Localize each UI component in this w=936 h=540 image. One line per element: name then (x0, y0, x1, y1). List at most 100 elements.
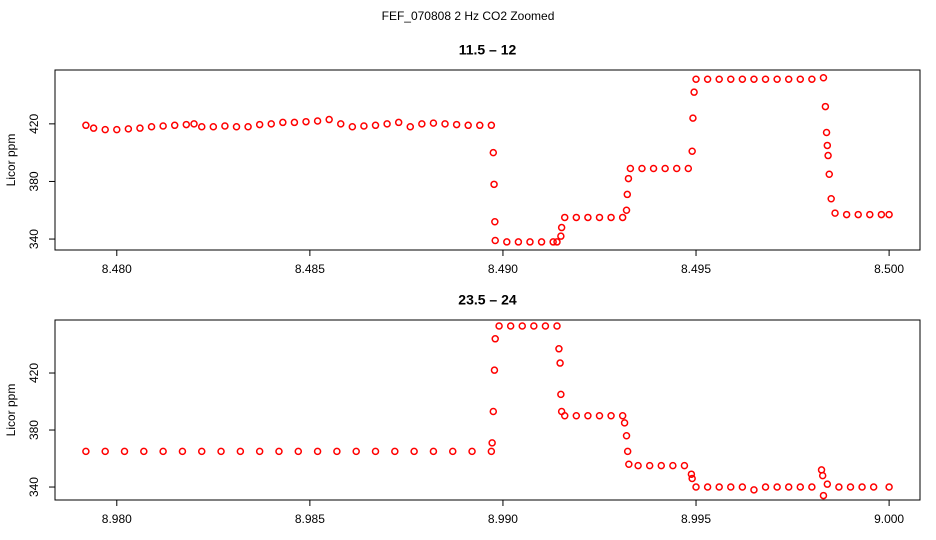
point (622, 431, 631, 440)
point (858, 483, 866, 491)
y-axis-label: Licor ppm (4, 134, 18, 187)
point (197, 122, 206, 131)
point (429, 447, 438, 456)
y-tick-label: 340 (27, 229, 41, 249)
point (491, 335, 499, 343)
point (170, 121, 179, 130)
point (690, 88, 698, 96)
point (620, 419, 629, 427)
point (526, 238, 534, 246)
point (294, 447, 303, 456)
point (255, 120, 264, 129)
point (487, 447, 496, 456)
point (622, 206, 631, 215)
point (846, 483, 855, 491)
point (275, 447, 283, 456)
point (279, 118, 287, 127)
point (491, 218, 499, 226)
chart-title: 23.5 – 24 (458, 292, 517, 308)
point (624, 174, 633, 183)
point (182, 120, 191, 129)
point (232, 122, 241, 131)
point (822, 128, 831, 137)
x-tick-label: 8.990 (488, 512, 518, 526)
point (147, 122, 156, 131)
point (352, 447, 360, 456)
point (672, 164, 681, 173)
point (452, 120, 461, 129)
point (688, 474, 696, 483)
point (313, 117, 322, 125)
point (101, 125, 109, 134)
point (383, 120, 391, 128)
point (556, 359, 564, 367)
point (159, 122, 167, 130)
point (82, 447, 90, 456)
point (217, 447, 225, 456)
point (727, 75, 735, 83)
point (738, 75, 747, 83)
point (495, 322, 503, 330)
point (827, 194, 835, 203)
point (626, 164, 635, 173)
point (209, 122, 218, 131)
point (197, 447, 206, 456)
point (476, 121, 484, 130)
plot-frame (54, 69, 921, 251)
point (738, 483, 747, 491)
point (557, 390, 565, 399)
point (549, 238, 557, 246)
point (514, 238, 523, 246)
x-tick-label: 8.980 (102, 512, 132, 526)
point (595, 213, 604, 222)
point (159, 447, 167, 456)
point (371, 447, 380, 456)
point (506, 322, 515, 330)
point (835, 483, 843, 491)
point (773, 483, 781, 491)
y-axis-label: Licor ppm (4, 384, 18, 437)
point (584, 412, 592, 420)
point (302, 117, 310, 126)
point (689, 114, 697, 122)
point (819, 74, 828, 82)
point (618, 412, 627, 420)
point (684, 164, 693, 173)
point (831, 209, 839, 217)
point (236, 447, 245, 456)
point (825, 170, 834, 179)
x-tick-label: 8.495 (681, 262, 711, 276)
x-tick-label: 8.490 (488, 262, 518, 276)
point (715, 75, 723, 83)
point (750, 75, 758, 83)
point (595, 412, 604, 420)
y-tick-label: 420 (27, 114, 41, 134)
point (692, 75, 700, 83)
point (618, 213, 627, 222)
x-tick-label: 8.500 (874, 262, 904, 276)
point (491, 236, 499, 245)
point (124, 125, 133, 133)
point (190, 120, 198, 128)
chart-title: 11.5 – 12 (459, 42, 517, 58)
point (487, 121, 496, 130)
point (687, 470, 696, 478)
point (885, 210, 893, 219)
point (490, 366, 499, 374)
point (572, 213, 581, 222)
point (140, 447, 148, 456)
point (808, 75, 816, 83)
point (607, 412, 615, 420)
figure-title: FEF_070808 2 Hz CO2 Zoomed (382, 9, 555, 23)
point (773, 75, 781, 83)
x-tick-label: 8.485 (295, 262, 325, 276)
point (638, 164, 646, 173)
point (555, 345, 563, 353)
point (348, 122, 357, 131)
point (823, 480, 832, 488)
point (727, 483, 735, 491)
point (333, 447, 341, 456)
point (623, 190, 632, 199)
point (649, 164, 658, 173)
point (448, 447, 457, 456)
